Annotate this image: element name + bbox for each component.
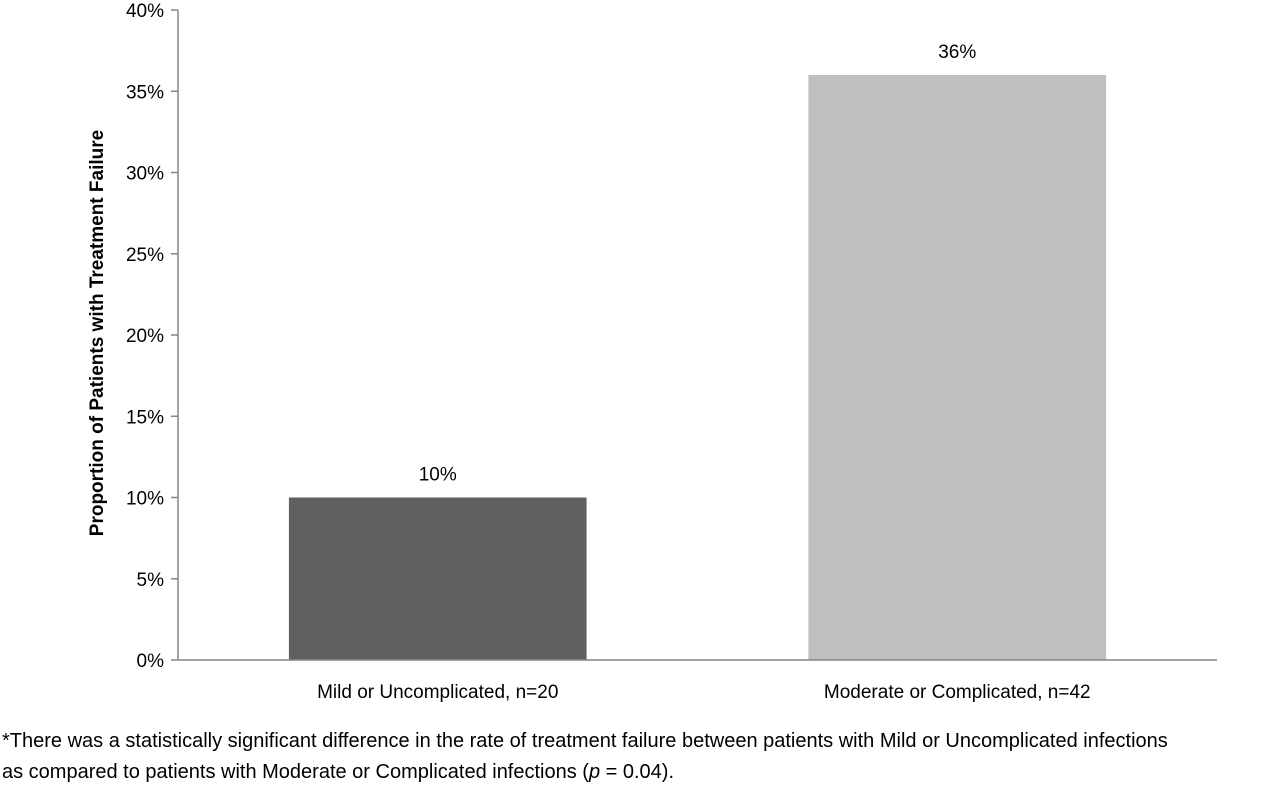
bar-chart: 0% 5% 10% 15% 20% 25% 30% 35% 40% 10% 36% Mild or… (87, 1, 1217, 703)
y-tick-label: 5% (137, 570, 165, 591)
y-tick-label: 40% (126, 1, 164, 22)
y-tick-label: 15% (126, 407, 164, 428)
y-tick-label: 30% (126, 164, 164, 185)
category-labels: Mild or Uncomplicated, n=20 Moderate or C… (317, 682, 1091, 703)
y-axis-ticks: 0% 5% 10% 15% 20% 25% 30% 35% 40% (126, 1, 178, 672)
y-tick-label: 35% (126, 82, 164, 103)
bars (288, 75, 1107, 660)
bar (808, 75, 1107, 660)
data-labels: 10% 36% (419, 42, 977, 486)
footnote-line-2-prefix: as compared to patients with Moderate or… (2, 761, 589, 783)
footnote-line-1: *There was a statistically significant d… (2, 730, 1168, 752)
bar-value-label: 10% (419, 465, 457, 486)
bar (288, 497, 587, 660)
footnote-p-symbol: p (588, 761, 601, 783)
category-label: Mild or Uncomplicated, n=20 (317, 682, 558, 703)
y-tick-label: 10% (126, 489, 164, 510)
footnote: *There was a statistically significant d… (2, 726, 1278, 788)
y-tick-label: 0% (137, 651, 165, 672)
y-tick-label: 20% (126, 326, 164, 347)
footnote-line-2: as compared to patients with Moderate or… (2, 757, 1278, 788)
bar-value-label: 36% (938, 42, 976, 63)
footnote-line-2-suffix: = 0.04). (600, 761, 675, 783)
y-tick-label: 25% (126, 245, 164, 266)
category-label: Moderate or Complicated, n=42 (824, 682, 1091, 703)
y-axis-label: Proportion of Patients with Treatment Fa… (87, 130, 108, 536)
